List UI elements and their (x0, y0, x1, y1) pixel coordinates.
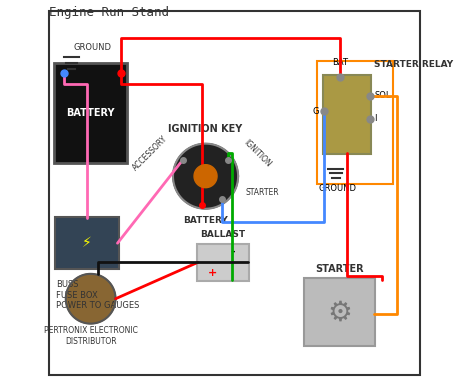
Text: BAT: BAT (332, 58, 348, 67)
Text: POWER TO GAUGES: POWER TO GAUGES (56, 301, 139, 309)
Text: ⚙: ⚙ (327, 298, 352, 326)
Text: STARTER: STARTER (246, 188, 279, 197)
Text: I: I (374, 114, 376, 123)
Text: IGNITION KEY: IGNITION KEY (168, 124, 243, 134)
Text: GROUND: GROUND (319, 184, 357, 193)
Polygon shape (194, 165, 217, 188)
Text: BUSS
FUSE BOX: BUSS FUSE BOX (56, 280, 98, 300)
Text: Engine Run Stand: Engine Run Stand (48, 6, 169, 19)
FancyBboxPatch shape (304, 278, 375, 346)
Text: SOL: SOL (374, 91, 391, 100)
Text: IGNITION: IGNITION (242, 138, 273, 169)
Text: STARTER: STARTER (315, 264, 364, 274)
Text: BALLAST: BALLAST (200, 231, 246, 239)
Text: PERTRONIX ELECTRONIC
DISTRIBUTOR: PERTRONIX ELECTRONIC DISTRIBUTOR (44, 326, 137, 346)
Text: +: + (208, 268, 218, 278)
FancyBboxPatch shape (48, 11, 420, 375)
Text: ACCESSORY: ACCESSORY (131, 134, 169, 173)
Text: -: - (230, 247, 235, 257)
FancyBboxPatch shape (55, 217, 118, 269)
Text: GROUND: GROUND (73, 43, 111, 52)
Polygon shape (173, 144, 238, 209)
Text: ⚡: ⚡ (82, 236, 91, 250)
Polygon shape (66, 274, 116, 324)
FancyBboxPatch shape (197, 244, 249, 281)
FancyBboxPatch shape (54, 63, 127, 163)
FancyBboxPatch shape (323, 75, 372, 154)
Text: BATTERY: BATTERY (183, 216, 228, 225)
Text: STARTER RELAY: STARTER RELAY (374, 60, 453, 69)
Text: G: G (312, 106, 319, 116)
Text: BATTERY: BATTERY (66, 108, 115, 118)
